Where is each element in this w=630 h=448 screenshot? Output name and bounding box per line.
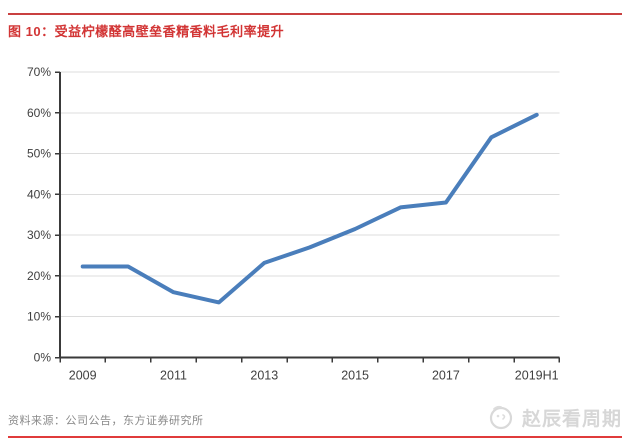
- y-tick-label: 20%: [27, 269, 51, 283]
- y-tick-label: 30%: [27, 228, 51, 242]
- y-tick-label: 50%: [27, 147, 51, 161]
- series-line-gross-margin: [80, 112, 539, 305]
- y-tick-label: 0%: [34, 351, 52, 365]
- y-tick-label: 60%: [27, 106, 51, 120]
- top-divider-rule: [8, 13, 622, 15]
- gross-margin-line-chart: 0% 10% 20% 30% 40% 50% 60% 70% 2009 2011 2013 2015 2…: [27, 65, 561, 383]
- watermark-logo-icon: [489, 405, 513, 430]
- watermark-text: 赵辰看周期: [521, 408, 622, 430]
- x-tick-label: 2015: [341, 369, 369, 383]
- x-tick-label: 2009: [69, 369, 97, 383]
- x-tick-label: 2017: [432, 369, 460, 383]
- figure-title: 图 10：受益柠檬醛高壁垒香精香料毛利率提升: [8, 24, 285, 39]
- x-tick-label: 2011: [160, 369, 187, 383]
- x-tick-label: 2013: [250, 369, 278, 383]
- line-chart: 0% 10% 20% 30% 40% 50% 60% 70% 2009 2011 2013 2015 2…: [0, 55, 630, 390]
- y-tick-label: 10%: [27, 310, 51, 324]
- x-tick-label: 2019H1: [515, 369, 559, 383]
- watermark: 赵辰看周期: [487, 403, 622, 431]
- bottom-divider-rule: [8, 436, 622, 438]
- source-note: 资料来源：公司公告，东方证券研究所: [8, 415, 204, 427]
- y-tick-label: 70%: [27, 65, 51, 79]
- y-tick-label: 40%: [27, 187, 51, 201]
